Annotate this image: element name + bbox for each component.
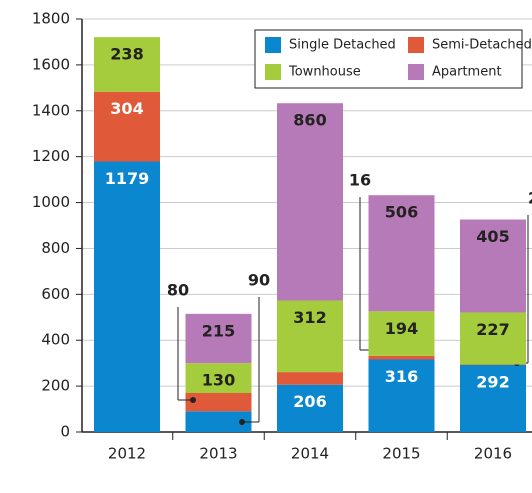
- legend-label: Townhouse: [288, 65, 361, 80]
- value-label: 304: [110, 99, 143, 118]
- x-tick-label: 2014: [291, 445, 329, 463]
- legend-swatch: [408, 37, 424, 53]
- value-label: 506: [385, 203, 418, 222]
- bar-segment: [185, 411, 252, 432]
- y-tick-label: 1600: [32, 55, 70, 73]
- callout-dot: [190, 397, 196, 403]
- value-label: 316: [385, 367, 418, 386]
- bar-segment: [460, 219, 526, 313]
- bar-segment: [185, 313, 252, 364]
- x-tick-label: 2015: [382, 445, 420, 463]
- y-tick-label: 200: [41, 377, 70, 395]
- y-tick-label: 600: [41, 285, 70, 303]
- bar-segment: [368, 195, 435, 312]
- legend-label: Semi-Detached: [432, 38, 532, 53]
- value-label: 312: [293, 308, 326, 327]
- bar-segment: [277, 103, 343, 301]
- bar-segment: [460, 365, 526, 432]
- y-tick-label: 1200: [32, 147, 70, 165]
- value-label: 238: [110, 45, 143, 64]
- legend-label: Single Detached: [289, 38, 396, 53]
- x-tick-label: 2013: [199, 445, 237, 463]
- y-tick-label: 1000: [32, 193, 70, 211]
- value-label: 90: [248, 271, 270, 290]
- value-label: 80: [167, 281, 189, 300]
- y-tick-label: 800: [41, 239, 70, 257]
- bar-segment: [185, 392, 252, 412]
- legend-swatch: [265, 64, 281, 80]
- callout-dot: [239, 419, 245, 425]
- value-label: 16: [349, 171, 371, 190]
- legend-swatch: [265, 37, 281, 53]
- bar-segment: [277, 372, 343, 385]
- x-tick-label: 2016: [474, 445, 512, 463]
- x-tick-label: 2012: [108, 445, 146, 463]
- value-label: 292: [476, 373, 509, 392]
- value-label: 130: [202, 371, 235, 390]
- value-label: 860: [293, 111, 326, 130]
- value-label: 194: [385, 319, 418, 338]
- legend-swatch: [408, 64, 424, 80]
- value-label: 1179: [105, 169, 150, 188]
- legend-box: [254, 29, 523, 89]
- bar-segment: [94, 161, 160, 433]
- bar-segment: [94, 91, 160, 162]
- bar-segment: [368, 355, 435, 360]
- y-tick-label: 0: [60, 423, 70, 441]
- value-label: 227: [476, 320, 509, 339]
- bar-segment: [277, 300, 343, 373]
- y-tick-label: 400: [41, 331, 70, 349]
- bar-segment: [368, 311, 435, 356]
- value-label: 405: [476, 227, 509, 246]
- value-label: 206: [293, 392, 326, 411]
- bar-segment: [277, 384, 343, 432]
- y-tick-label: 1800: [32, 10, 70, 28]
- bar-segment: [460, 312, 526, 365]
- bar-segment: [94, 37, 160, 92]
- y-tick-label: 1400: [32, 101, 70, 119]
- bar-segment: [185, 363, 252, 393]
- value-label: 2: [528, 189, 532, 208]
- bar-segment: [368, 359, 435, 432]
- legend-label: Apartment: [432, 65, 502, 80]
- value-label: 215: [202, 321, 235, 340]
